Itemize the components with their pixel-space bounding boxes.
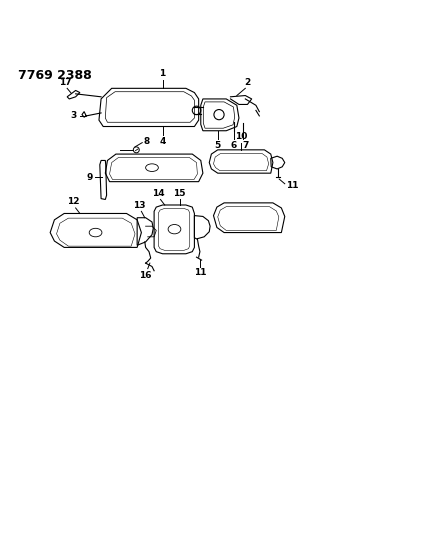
Text: 16: 16 (139, 271, 152, 280)
Text: 15: 15 (173, 189, 185, 198)
Text: 1: 1 (159, 69, 165, 78)
Text: 10: 10 (234, 132, 247, 141)
Text: 8: 8 (144, 138, 150, 146)
Text: 7: 7 (242, 141, 248, 150)
Text: 17: 17 (58, 78, 71, 87)
Text: 5: 5 (214, 141, 220, 150)
Text: 12: 12 (67, 197, 80, 206)
Text: 9: 9 (86, 173, 92, 182)
Text: 4: 4 (159, 136, 165, 146)
Text: 13: 13 (133, 200, 145, 209)
Text: 7769 2388: 7769 2388 (18, 69, 92, 82)
Text: 3: 3 (70, 111, 77, 120)
Text: 6: 6 (230, 141, 236, 150)
Text: 11: 11 (193, 268, 206, 277)
Text: 14: 14 (152, 189, 164, 198)
Text: 11: 11 (286, 181, 298, 190)
Text: 2: 2 (244, 78, 250, 87)
